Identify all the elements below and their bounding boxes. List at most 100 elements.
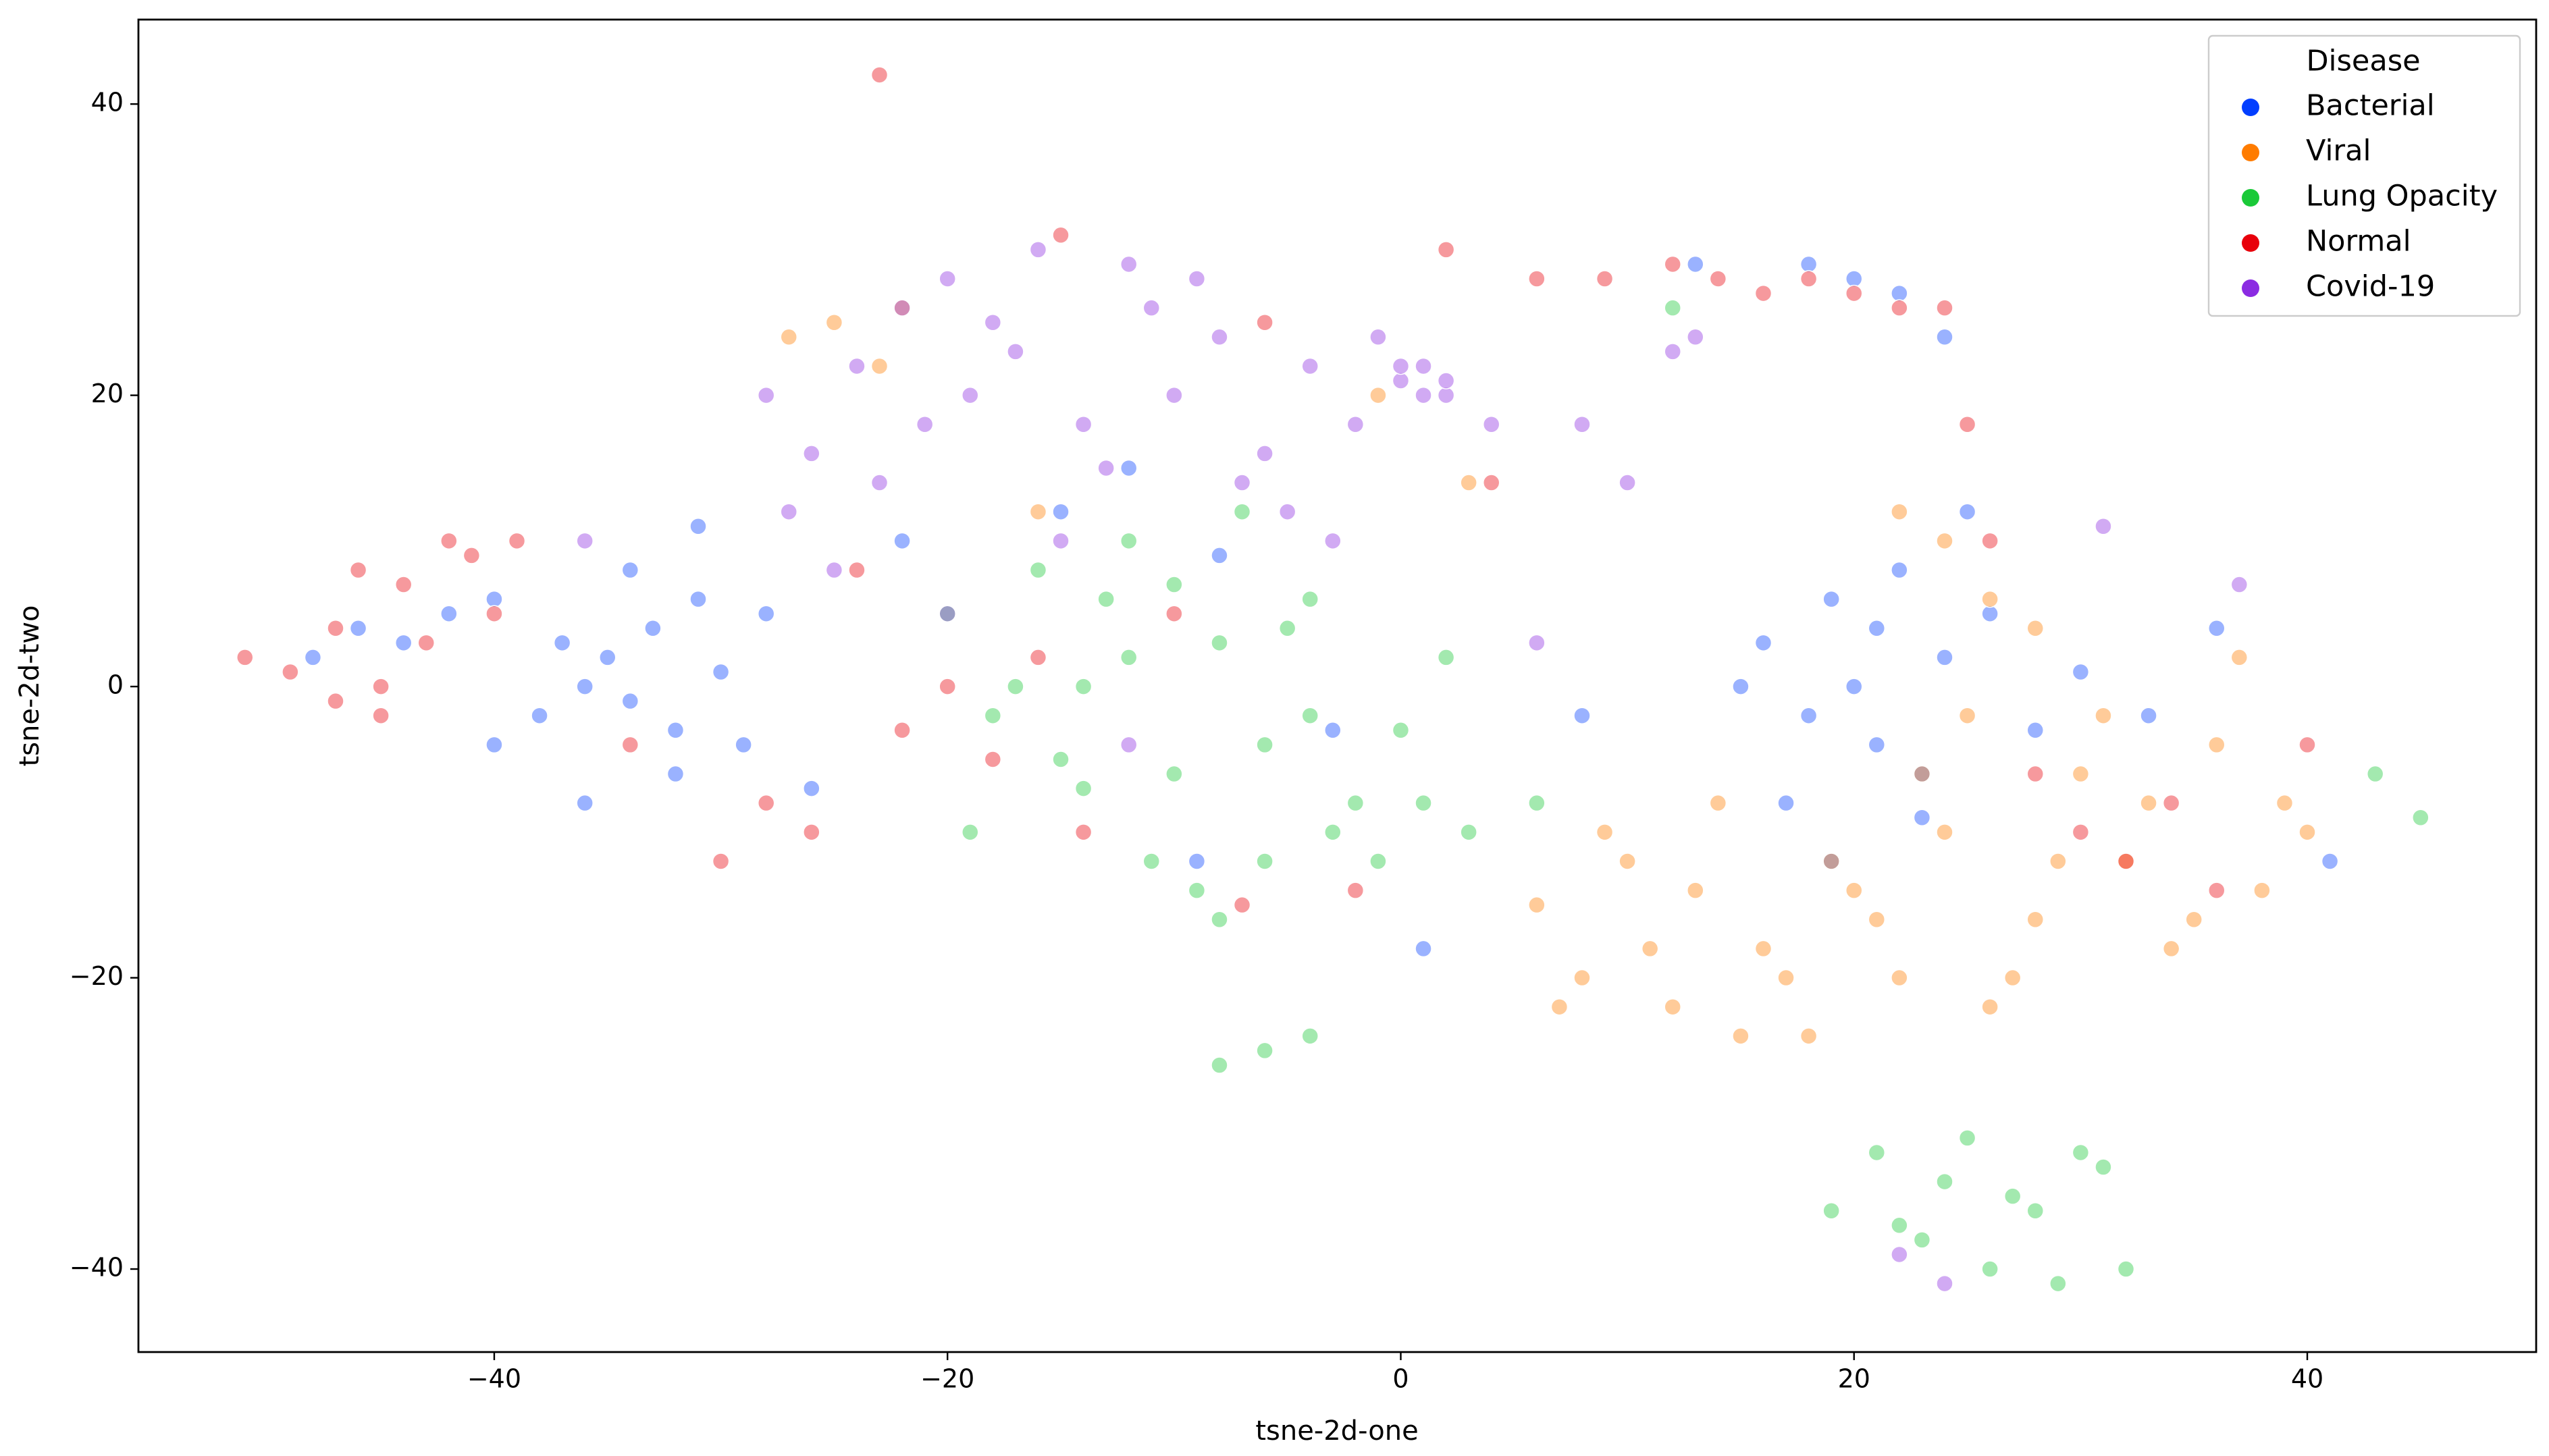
point [1211, 328, 1228, 346]
legend-label: Bacterial [2306, 89, 2435, 123]
point [1936, 532, 1953, 550]
point [1913, 1231, 1931, 1249]
legend-marker [2242, 279, 2259, 297]
point [1007, 678, 1024, 695]
point [1074, 416, 1093, 433]
point [1891, 561, 1908, 579]
point [984, 313, 1002, 331]
point [2162, 940, 2180, 958]
point [1596, 270, 1614, 288]
point [1052, 532, 1070, 550]
point [1913, 809, 1931, 826]
point [2026, 765, 2045, 783]
point [1687, 255, 1704, 273]
point [2072, 663, 2090, 681]
point [1709, 270, 1727, 288]
point [939, 270, 956, 288]
point [1324, 532, 1342, 550]
point [2321, 853, 2339, 870]
point [1936, 649, 1953, 666]
point [780, 503, 798, 520]
point [1891, 299, 1908, 317]
point [1052, 503, 1070, 520]
x-tick-label: −40 [467, 1364, 521, 1394]
point [1437, 649, 1455, 666]
point [2253, 882, 2271, 899]
point [1687, 882, 1704, 899]
point [1120, 736, 1138, 754]
point [1619, 853, 1636, 870]
point [1188, 882, 1206, 899]
point [689, 590, 707, 608]
point [803, 780, 820, 797]
point [1324, 722, 1342, 739]
point [1278, 620, 1296, 637]
point [1415, 940, 1432, 958]
point [1868, 1143, 1886, 1162]
point [962, 386, 979, 404]
point [870, 66, 889, 84]
point [1891, 969, 1908, 987]
point [2140, 707, 2157, 724]
legend-marker [2242, 144, 2259, 161]
point [1233, 503, 1251, 520]
point [1482, 416, 1500, 433]
point [757, 386, 775, 404]
point [689, 518, 707, 535]
point [1868, 620, 1886, 637]
point [1891, 284, 1908, 302]
point [1573, 969, 1591, 987]
y-tick-label: 20 [91, 379, 124, 408]
point [893, 299, 911, 317]
point [599, 649, 616, 666]
point [1777, 794, 1795, 812]
point [1845, 284, 1863, 302]
point [1822, 590, 1840, 608]
point [576, 532, 594, 550]
point [916, 416, 934, 433]
point [2026, 722, 2045, 739]
point [870, 474, 889, 491]
point [2140, 794, 2157, 812]
point [712, 663, 730, 681]
point [1754, 284, 1772, 302]
point [1799, 707, 1818, 724]
point [1392, 357, 1410, 375]
point [463, 547, 481, 564]
point [1868, 911, 1886, 929]
point [1301, 707, 1319, 724]
point [939, 605, 956, 622]
point [2072, 765, 2090, 783]
point [440, 605, 458, 622]
point [1822, 853, 1840, 870]
point [282, 663, 299, 681]
legend-marker [2242, 234, 2259, 252]
point [1301, 1027, 1319, 1045]
legend: Disease Bacterial Viral Lung Opacity Normal C… [2207, 34, 2521, 317]
point [1256, 445, 1273, 462]
point [1687, 328, 1704, 346]
y-tick-label: −20 [70, 961, 124, 991]
point [2049, 853, 2067, 870]
x-tick-label: 40 [2291, 1364, 2323, 1394]
point [485, 736, 503, 754]
point [327, 620, 344, 637]
point [870, 357, 889, 375]
point [2276, 794, 2294, 812]
point [1165, 765, 1183, 783]
point [2208, 736, 2226, 754]
point [2003, 1187, 2022, 1205]
point [576, 794, 594, 812]
point [1482, 474, 1500, 491]
point [1007, 343, 1024, 360]
point [962, 824, 979, 841]
point [394, 576, 413, 593]
point [2003, 969, 2022, 987]
point [1754, 634, 1772, 652]
point [1029, 649, 1047, 666]
point [1188, 270, 1206, 288]
legend-box [2207, 34, 2521, 317]
point [644, 620, 662, 637]
point [780, 328, 798, 346]
point [327, 692, 344, 710]
